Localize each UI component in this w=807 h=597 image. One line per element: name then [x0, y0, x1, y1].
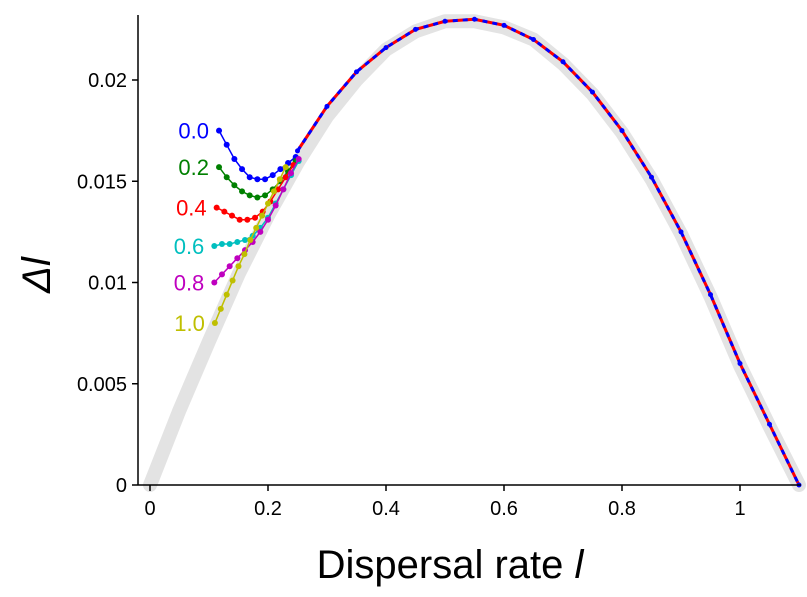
x-tick-label: 0.8: [608, 498, 636, 520]
series-point: [282, 164, 289, 171]
x-tick-label: 1: [734, 498, 745, 520]
x-tick-label: 0.2: [254, 498, 282, 520]
series-point: [226, 241, 233, 248]
series-point: [269, 172, 276, 179]
series-label: 0.4: [176, 196, 207, 221]
series-point: [229, 212, 236, 219]
envelope-point: [619, 128, 625, 134]
background-curve-layer: [143, 14, 806, 492]
series-point: [262, 192, 269, 199]
envelope-point: [295, 148, 300, 154]
series-point: [254, 176, 261, 183]
series-point: [226, 263, 233, 270]
series-point: [244, 216, 251, 223]
envelope-point: [413, 26, 418, 32]
series-point: [265, 216, 271, 223]
series-point: [239, 166, 246, 173]
series-point: [239, 188, 246, 195]
series-point: [223, 291, 230, 298]
y-tick-label: 0.02: [88, 70, 127, 92]
series-label: 0.0: [178, 119, 209, 144]
envelope-point: [708, 292, 713, 298]
series-point: [246, 192, 253, 199]
y-tick-label: 0.005: [77, 374, 127, 396]
background-curve: [143, 14, 806, 492]
series-point: [211, 243, 218, 250]
series-point: [218, 241, 225, 248]
series-point: [221, 208, 228, 215]
series-point: [247, 236, 254, 243]
envelope-point: [649, 174, 654, 180]
y-tick-label: 0.01: [88, 273, 127, 295]
series-point: [254, 194, 261, 201]
series-point: [241, 236, 248, 243]
envelope-curve-red: [296, 17, 801, 486]
series-point: [295, 155, 302, 162]
ticks: 0 0.2 0.4 0.6 0.8 1 0 0.005 0.01 0.015 0.02: [77, 70, 746, 520]
y-axis-title: Δl: [15, 256, 59, 294]
series-point: [257, 228, 264, 235]
series-point: [231, 155, 238, 162]
envelope-curve-blue: [296, 17, 801, 486]
series-point: [211, 279, 218, 286]
x-axis-title: Dispersal rate l: [317, 543, 585, 587]
envelope-point: [354, 69, 359, 75]
envelope-point: [767, 421, 772, 427]
series-point: [217, 305, 224, 312]
series-line: [218, 130, 297, 180]
series-point: [246, 174, 253, 181]
series-point: [223, 141, 230, 148]
x-axis-title-variable: l: [574, 543, 584, 587]
envelope-point: [590, 89, 595, 95]
x-tick-label: 0.6: [490, 498, 518, 520]
envelope-point: [383, 45, 389, 51]
series-point: [280, 186, 287, 193]
series-point: [231, 182, 238, 189]
axes: [137, 15, 801, 486]
series-point: [234, 255, 241, 262]
envelope-point: [678, 229, 684, 235]
y-tick-label: 0.015: [77, 171, 127, 193]
series-point: [252, 214, 259, 221]
series-point: [236, 216, 243, 223]
series-point: [216, 127, 223, 134]
envelope-point: [442, 18, 448, 24]
series-point: [253, 224, 260, 231]
series-point: [218, 271, 225, 278]
series-point: [262, 176, 269, 183]
series-point: [211, 320, 218, 326]
series-point: [259, 212, 266, 219]
series-point: [216, 164, 223, 171]
envelope-point: [472, 16, 477, 22]
series-point: [270, 188, 277, 195]
series-label: 0.6: [174, 234, 205, 259]
series-point: [229, 277, 236, 284]
series-point: [223, 174, 230, 181]
series-label: 0.2: [178, 155, 209, 180]
series-labels: 0.0 0.2 0.4 0.6 0.8 1.0: [174, 119, 209, 336]
series-point: [213, 204, 220, 211]
series-point: [288, 170, 295, 177]
series-label: 1.0: [174, 311, 205, 336]
envelope-point: [324, 103, 330, 109]
envelope-point: [501, 22, 507, 28]
series-point: [241, 251, 248, 258]
series-point: [234, 239, 241, 245]
envelope-point: [531, 37, 536, 42]
series-point: [277, 166, 284, 173]
x-tick-label: 0.4: [372, 498, 400, 520]
series-point: [276, 176, 283, 183]
series-point: [235, 263, 242, 270]
y-tick-label: 0: [116, 475, 127, 497]
series-point: [265, 200, 271, 207]
series-label: 0.8: [174, 271, 205, 296]
series-point: [272, 202, 279, 209]
x-tick-label: 0: [144, 498, 155, 520]
envelope-point: [737, 361, 743, 366]
envelope-point: [560, 59, 566, 65]
data-layer: [211, 16, 802, 488]
series-point: [282, 174, 289, 181]
